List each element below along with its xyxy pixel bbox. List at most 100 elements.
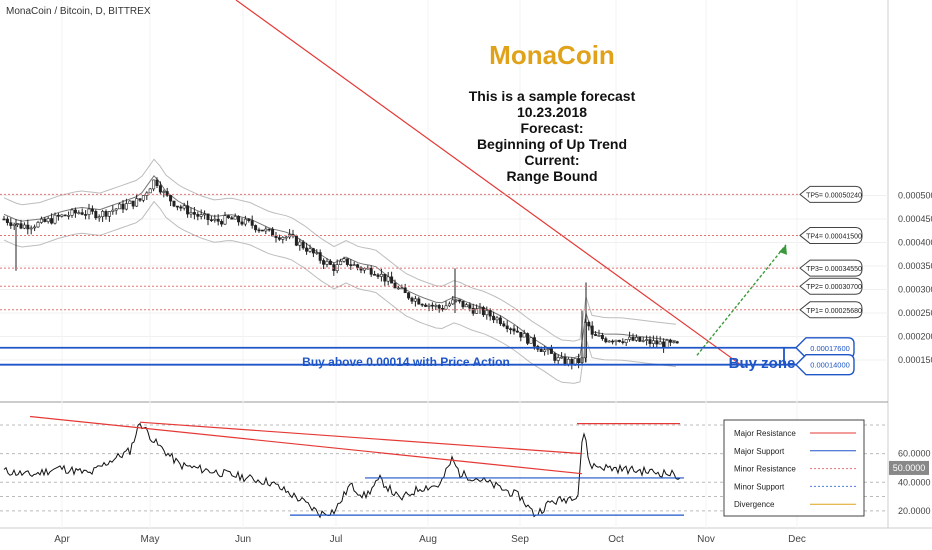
candle-body — [556, 357, 560, 361]
candle-body — [216, 218, 220, 222]
candle-body — [158, 185, 162, 193]
candle-body — [250, 220, 254, 226]
candle-body — [257, 229, 261, 232]
candle-body — [359, 267, 363, 271]
candle-body — [9, 222, 13, 226]
candle-body — [114, 208, 118, 211]
legend-item-label: Minor Resistance — [734, 465, 796, 474]
candle-body — [121, 203, 125, 210]
candle-body — [29, 227, 33, 230]
candle-body — [339, 261, 343, 265]
target-arrow-line — [696, 244, 787, 356]
candle-body — [519, 331, 523, 338]
moving-average — [3, 174, 677, 359]
candle-body — [549, 348, 553, 354]
forecast-line-2: 10.23.2018 — [517, 104, 587, 120]
candle-body — [50, 218, 54, 224]
forecast-line-5: Current: — [524, 152, 579, 168]
candle-body — [199, 214, 203, 217]
candle-body — [658, 341, 662, 345]
candle-body — [570, 358, 574, 365]
candle-body — [447, 303, 451, 307]
target-callout — [799, 185, 863, 203]
candle-body — [617, 339, 621, 342]
candle-body — [634, 337, 638, 341]
target-callout — [799, 301, 863, 319]
candle-body — [90, 208, 94, 212]
candle-body — [451, 299, 455, 305]
legend-item-label: Minor Support — [734, 482, 785, 491]
candle-body — [5, 218, 9, 223]
candle-body — [662, 341, 666, 348]
candle-body — [461, 300, 465, 308]
candle-body — [196, 214, 200, 217]
candle-body — [655, 340, 659, 345]
candle-body — [230, 217, 234, 220]
candle-body — [651, 340, 655, 344]
candle-body — [597, 335, 601, 337]
candle-body — [182, 205, 186, 209]
candle-body — [63, 214, 67, 217]
candle-body — [175, 205, 179, 208]
candle-body — [665, 339, 669, 348]
candle-body — [267, 228, 271, 231]
candle-body — [379, 273, 383, 277]
forecast-line-3: Forecast: — [520, 120, 583, 136]
legend-item-label: Major Support — [734, 447, 785, 456]
candle-body — [638, 337, 642, 342]
osc-tick-label: 60.0000 — [898, 449, 931, 459]
candle-body — [607, 340, 611, 343]
candle-body — [179, 206, 183, 209]
price-tick-label: 0.00025000 — [898, 308, 932, 318]
target-label: TP3= 0.00034550 — [806, 266, 862, 273]
price-tick-label: 0.00040000 — [898, 238, 932, 248]
price-tick-label: 0.00050000 — [898, 191, 932, 201]
candle-body — [186, 205, 190, 215]
candle-body — [60, 214, 64, 217]
buy-zone-upper-label: 0.00017600 — [810, 344, 850, 353]
osc-resistance-trendline — [29, 415, 583, 475]
candle-body — [104, 211, 108, 217]
candle-body — [498, 317, 502, 325]
oscillator-line — [3, 422, 681, 519]
target-label: TP2= 0.00030700 — [806, 284, 862, 291]
candle-body — [553, 353, 557, 361]
time-tick-label: Aug — [419, 534, 437, 545]
candle-body — [165, 191, 169, 196]
forecast-line-4: Beginning of Up Trend — [477, 136, 627, 152]
legend-box — [723, 419, 865, 517]
candle-body — [621, 341, 625, 343]
candle-body — [172, 200, 176, 207]
candle-body — [12, 223, 16, 226]
candle-body — [46, 218, 50, 222]
candle-body — [284, 236, 288, 239]
candle-body — [396, 287, 400, 290]
candle-body — [305, 247, 309, 252]
candle-body — [356, 264, 360, 268]
candle-body — [383, 273, 387, 282]
candle-body — [522, 333, 526, 338]
candle-body — [80, 212, 84, 215]
candle-body — [464, 304, 468, 308]
time-tick-label: Apr — [54, 534, 70, 545]
candle-body — [135, 198, 139, 207]
candle-body — [345, 258, 349, 265]
candle-body — [441, 308, 445, 310]
candle-body — [515, 330, 519, 333]
target-callout — [799, 226, 863, 244]
candle-body — [410, 297, 414, 302]
candle-body — [271, 229, 275, 237]
target-label: TP5= 0.00050240 — [806, 192, 862, 199]
osc-current-label: 50.0000 — [893, 463, 926, 473]
candle-body — [475, 308, 479, 314]
candle-body — [220, 221, 224, 225]
price-tick-label: 0.00035000 — [898, 261, 932, 271]
candle-body — [169, 195, 173, 202]
candle-body — [563, 356, 567, 365]
major-resistance-trendline — [235, 0, 745, 368]
forecast-line-1: This is a sample forecast — [469, 88, 636, 104]
symbol-label: MonaCoin / Bitcoin, D, BITTREX — [6, 6, 151, 17]
target-label: TP1= 0.00025680 — [806, 308, 862, 315]
candle-body — [308, 248, 312, 252]
candle-body — [349, 264, 353, 266]
